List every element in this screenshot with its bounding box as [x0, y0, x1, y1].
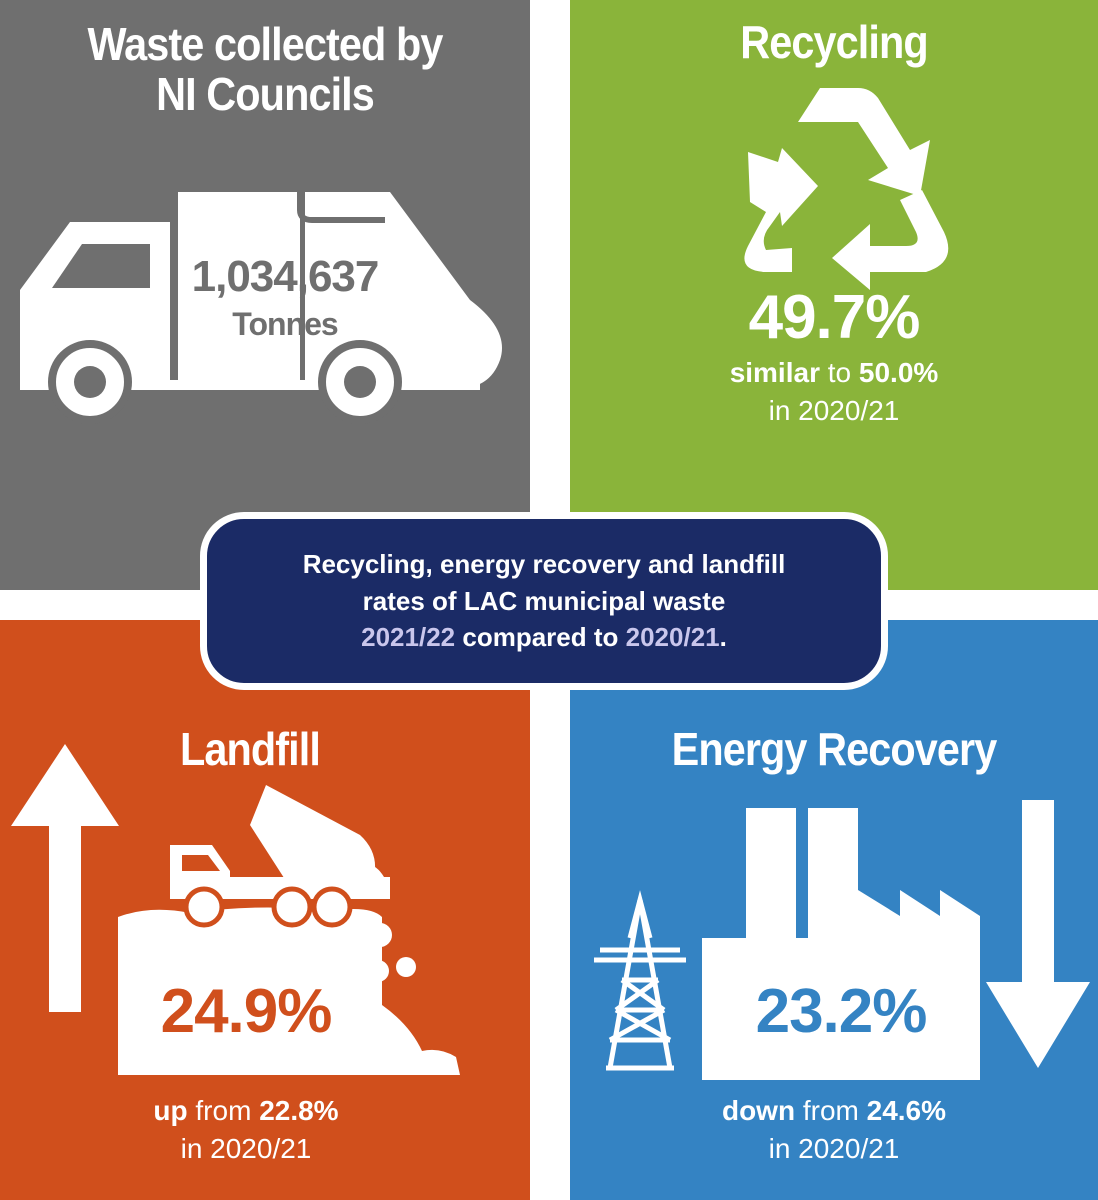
- recycling-value: 49.7%: [748, 283, 921, 352]
- summary-year-previous: 2020/21: [625, 622, 720, 653]
- recycling-title: Recycling: [740, 16, 928, 68]
- recycle-icon: [744, 88, 949, 290]
- recycling-comparison-line: similar to 50.0%: [570, 354, 1098, 392]
- summary-line3: 2021/22 compared to 2020/21.: [207, 619, 881, 655]
- dump-truck-landfill-icon: [118, 785, 460, 1075]
- summary-compared-text: compared to: [462, 622, 619, 653]
- recycling-comparison-connector: to: [827, 357, 852, 388]
- landfill-previous-value: 22.8%: [259, 1095, 339, 1126]
- landfill-caption: up from 22.8% in 2020/21: [110, 1092, 382, 1168]
- garbage-truck-icon: [20, 192, 502, 424]
- factory-pylon-icon: [594, 800, 1090, 1080]
- energy-previous-value: 24.6%: [866, 1095, 947, 1126]
- energy-comparison-line: down from 24.6%: [570, 1092, 1098, 1130]
- energy-comparison-word: down: [721, 1095, 796, 1126]
- recycling-caption: similar to 50.0% in 2020/21: [570, 354, 1098, 430]
- energy-value: 23.2%: [755, 977, 928, 1046]
- landfill-comparison-line: up from 22.8%: [110, 1092, 382, 1130]
- summary-line1: Recycling, energy recovery and landfill: [302, 549, 786, 580]
- waste-title: Waste collected by NI Councils: [27, 18, 504, 120]
- waste-title-line2: NI Councils: [156, 67, 375, 120]
- summary-year-current: 2021/22: [361, 622, 456, 653]
- summary-line2: rates of LAC municipal waste: [362, 585, 726, 616]
- waste-panel: Waste collected by NI Councils 1,034,637…: [0, 0, 530, 590]
- energy-title: Energy Recovery: [671, 723, 998, 775]
- landfill-previous-period: in 2020/21: [180, 1132, 312, 1164]
- energy-caption: down from 24.6% in 2020/21: [570, 1092, 1098, 1168]
- landfill-comparison-connector: from: [195, 1095, 252, 1126]
- summary-box: Recycling, energy recovery and landfill …: [200, 512, 888, 690]
- waste-title-line1: Waste collected by: [87, 18, 444, 70]
- landfill-comparison-word: up: [153, 1095, 188, 1126]
- waste-tonnes-value: 1,034,637: [191, 252, 380, 301]
- energy-previous-period: in 2020/21: [768, 1132, 900, 1164]
- recycling-previous-period: in 2020/21: [768, 394, 900, 426]
- arrow-up-icon: [11, 744, 119, 1012]
- recycling-panel: Recycling 49.7% similar to 50.0% in 2020…: [570, 0, 1098, 590]
- landfill-title: Landfill: [179, 723, 321, 775]
- energy-panel: Energy Recovery 23.2% down from 24.6% in…: [570, 620, 1098, 1200]
- summary-end-punct: .: [719, 622, 727, 653]
- recycling-comparison-word: similar: [729, 357, 820, 388]
- energy-comparison-connector: from: [802, 1095, 859, 1126]
- landfill-panel: Landfill 24.9% up from 22.8%: [0, 620, 530, 1200]
- landfill-value: 24.9%: [160, 977, 333, 1046]
- waste-tonnes-unit: Tonnes: [232, 306, 338, 342]
- recycling-previous-value: 50.0%: [858, 357, 939, 388]
